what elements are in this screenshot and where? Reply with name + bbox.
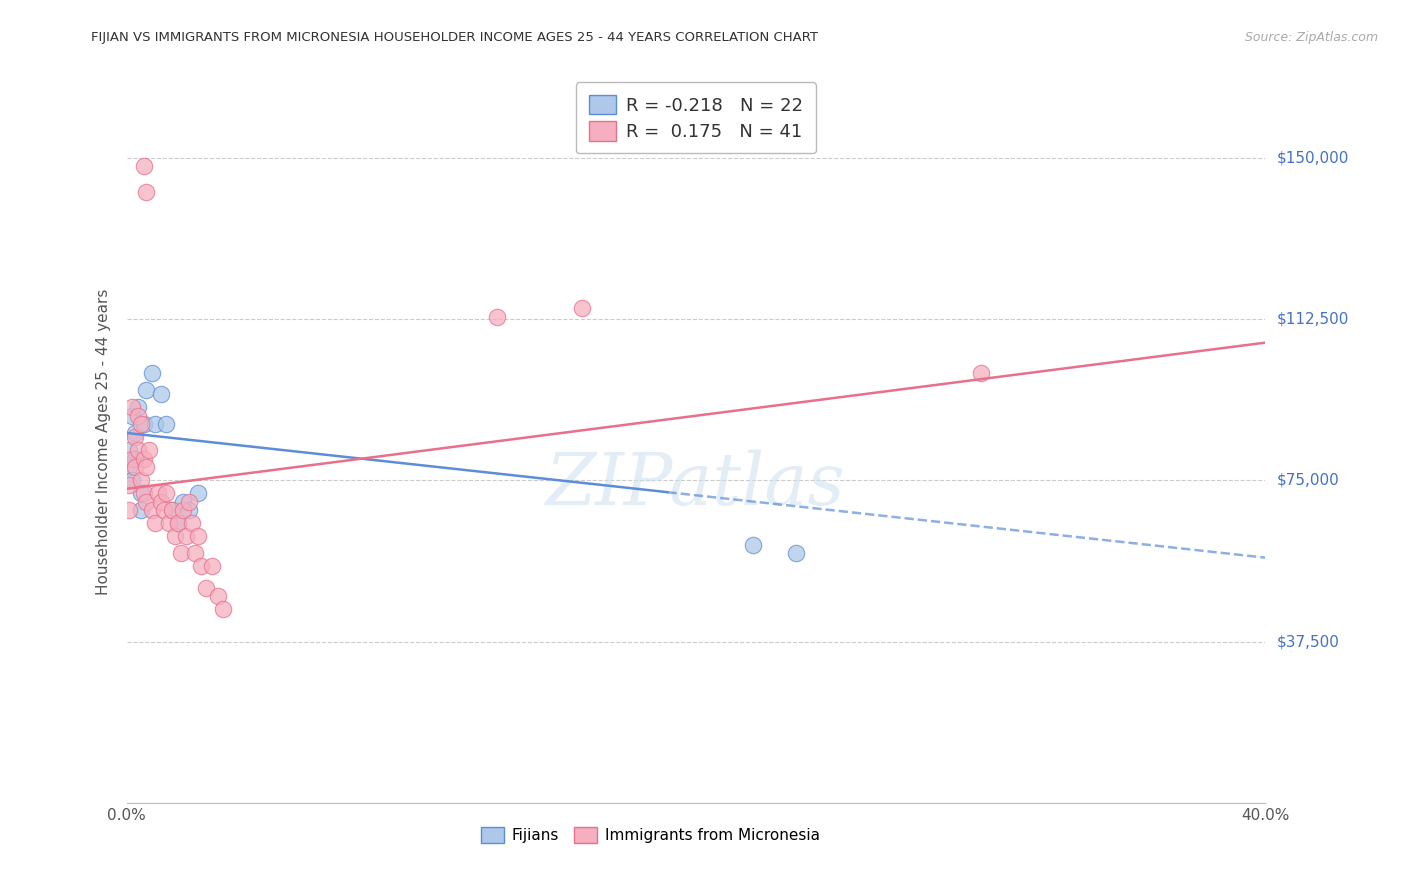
Point — [121, 451, 143, 466]
Point — [121, 409, 143, 423]
Point — [179, 494, 201, 508]
Point — [129, 503, 152, 517]
Point — [212, 602, 235, 616]
Point — [132, 451, 155, 466]
Point — [124, 451, 146, 466]
Point — [135, 185, 157, 199]
Point — [132, 159, 155, 173]
Point — [118, 503, 141, 517]
Point — [118, 460, 141, 475]
Point — [179, 503, 201, 517]
Point — [157, 516, 180, 531]
Point — [187, 486, 209, 500]
Y-axis label: Householder Income Ages 25 - 44 years: Householder Income Ages 25 - 44 years — [96, 288, 111, 595]
Legend: Fijians, Immigrants from Micronesia: Fijians, Immigrants from Micronesia — [475, 821, 825, 849]
Point — [121, 400, 143, 414]
Text: $150,000: $150,000 — [1277, 150, 1348, 165]
Point — [118, 443, 141, 458]
Point — [571, 301, 593, 316]
Point — [207, 590, 229, 604]
Point — [129, 417, 152, 432]
Point — [184, 546, 207, 560]
Point — [124, 460, 146, 475]
Point — [149, 387, 172, 401]
Point — [135, 383, 157, 397]
Point — [124, 430, 146, 444]
Point — [166, 516, 188, 531]
Text: $75,000: $75,000 — [1277, 473, 1340, 488]
Point — [785, 546, 807, 560]
Text: FIJIAN VS IMMIGRANTS FROM MICRONESIA HOUSEHOLDER INCOME AGES 25 - 44 YEARS CORRE: FIJIAN VS IMMIGRANTS FROM MICRONESIA HOU… — [91, 31, 818, 45]
Point — [187, 529, 209, 543]
Point — [135, 460, 157, 475]
Point — [149, 494, 172, 508]
Point — [155, 417, 177, 432]
Point — [129, 486, 152, 500]
Point — [141, 366, 163, 380]
Point — [190, 559, 212, 574]
Point — [118, 477, 141, 491]
Text: Source: ZipAtlas.com: Source: ZipAtlas.com — [1244, 31, 1378, 45]
Text: $37,500: $37,500 — [1277, 634, 1340, 649]
Point — [127, 443, 149, 458]
Text: $112,500: $112,500 — [1277, 311, 1348, 326]
Point — [132, 486, 155, 500]
Point — [172, 494, 194, 508]
Point — [121, 473, 143, 487]
Point — [141, 503, 163, 517]
Point — [143, 516, 166, 531]
Point — [146, 486, 169, 500]
Point — [166, 516, 188, 531]
Point — [127, 400, 149, 414]
Point — [201, 559, 224, 574]
Point — [152, 503, 174, 517]
Point — [181, 516, 204, 531]
Point — [163, 529, 186, 543]
Text: ZIPatlas: ZIPatlas — [546, 450, 846, 520]
Point — [155, 486, 177, 500]
Point — [129, 473, 152, 487]
Point — [143, 417, 166, 432]
Point — [132, 417, 155, 432]
Point — [127, 409, 149, 423]
Point — [970, 366, 993, 380]
Point — [160, 503, 183, 517]
Point — [742, 538, 765, 552]
Point — [169, 546, 191, 560]
Point — [135, 494, 157, 508]
Point — [176, 529, 198, 543]
Point — [138, 443, 160, 458]
Point — [195, 581, 218, 595]
Point — [485, 310, 508, 324]
Point — [124, 425, 146, 440]
Point — [160, 503, 183, 517]
Point — [172, 503, 194, 517]
